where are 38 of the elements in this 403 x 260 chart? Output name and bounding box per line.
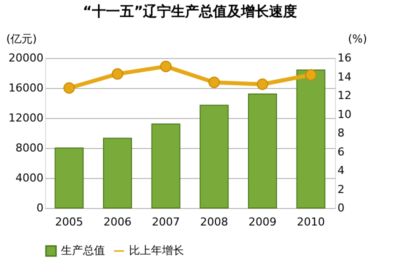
legend-label: 比上年增长: [129, 244, 184, 257]
y2-tick-label: 10: [338, 108, 352, 121]
y2-tick-label: 12: [338, 89, 352, 102]
bar: [103, 138, 132, 208]
y2-tick-label: 14: [338, 70, 352, 84]
y2-tick-label: 6: [338, 145, 344, 158]
bar: [200, 104, 229, 208]
legend-label: 生产总值: [61, 244, 105, 257]
x-tick-label: 2010: [296, 216, 325, 228]
point: [305, 69, 317, 81]
y-tick-label: 0: [36, 202, 44, 214]
bar: [248, 94, 277, 208]
y2-tick-label: 4: [338, 164, 344, 177]
point: [112, 68, 124, 80]
bar: [54, 148, 84, 208]
point: [256, 78, 268, 90]
y-tick-label: 16000: [8, 82, 44, 94]
y-tick-label: 8000: [16, 142, 44, 154]
y-tick-label: 4000: [16, 172, 44, 184]
y2-tick-label: 2: [338, 182, 344, 196]
y2-axis-title: (%): [348, 32, 368, 46]
chart-title: “十一五”辽宁生产总值及增长速度: [82, 3, 298, 20]
point: [63, 82, 75, 94]
x-tick-label: 2005: [55, 216, 84, 228]
x-tick-label: 2006: [104, 216, 132, 228]
y2-tick-label: 16: [338, 52, 352, 64]
y2-tick-label: 8: [338, 126, 344, 140]
x-tick-label: 2008: [200, 216, 228, 228]
y-axis-title: (亿元): [6, 32, 37, 46]
y-tick-label: 20000: [8, 52, 44, 64]
x-tick-label: 2007: [152, 216, 180, 228]
bar: [296, 70, 326, 208]
bar: [151, 124, 180, 208]
point: [160, 60, 172, 72]
point: [208, 76, 220, 88]
y-tick-label: 12000: [8, 112, 44, 124]
x-tick-label: 2009: [248, 216, 276, 228]
y2-tick-label: 0: [338, 202, 344, 214]
